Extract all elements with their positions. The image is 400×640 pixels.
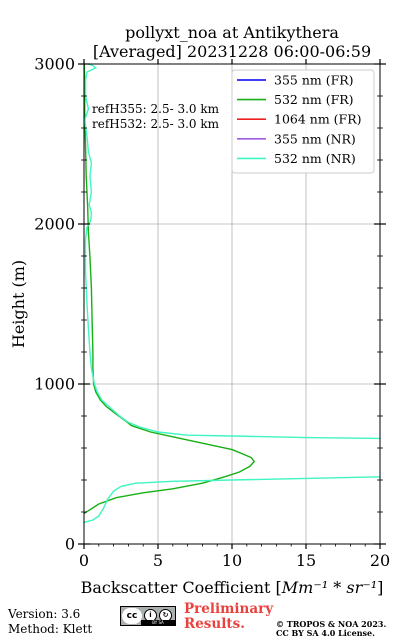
ref-height-355-annotation: refH355: 2.5- 3.0 km bbox=[92, 102, 220, 116]
series-line-4 bbox=[84, 64, 380, 524]
preliminary-line-1: Preliminary bbox=[184, 601, 274, 617]
copyright-notice: © TROPOS & NOA 2023. CC BY SA 4.0 Licens… bbox=[276, 620, 386, 638]
legend-label-0: 355 nm (FR) bbox=[274, 73, 354, 88]
method-text: Method: Klett bbox=[8, 622, 93, 636]
version-info: Version: 3.6 Method: Klett bbox=[8, 607, 92, 637]
legend-label-2: 1064 nm (FR) bbox=[274, 112, 362, 127]
x-tick-label: 10 bbox=[222, 551, 242, 570]
x-tick-label: 0 bbox=[79, 551, 89, 570]
axis-ticks bbox=[78, 59, 386, 549]
y-tick-label: 2000 bbox=[34, 215, 75, 234]
x-axis-label-unit: Mm⁻¹ * sr⁻¹ bbox=[281, 578, 377, 597]
cc-license-badge: cc i ↻ BY SA bbox=[120, 606, 176, 626]
chart-title-line-1: pollyxt_noa at Antikythera bbox=[125, 23, 339, 42]
ref-height-532-annotation: refH532: 2.5- 3.0 km bbox=[92, 117, 220, 131]
y-tick-label: 0 bbox=[65, 535, 75, 554]
version-text: Version: 3.6 bbox=[8, 607, 81, 621]
chart-title-line-2: [Averaged] 20231228 06:00-06:59 bbox=[93, 42, 371, 61]
series-line-1 bbox=[84, 64, 256, 515]
x-axis-label: Backscatter Coefficient [Mm⁻¹ * sr⁻¹] bbox=[81, 578, 384, 597]
legend-box bbox=[231, 69, 375, 174]
legend-label-4: 532 nm (NR) bbox=[274, 151, 356, 166]
x-tick-label: 5 bbox=[153, 551, 163, 570]
x-tick-label: 20 bbox=[370, 551, 390, 570]
cc-by-icon: i bbox=[144, 609, 157, 622]
preliminary-line-2: Results. bbox=[184, 616, 245, 632]
x-axis-label-suffix: ] bbox=[377, 578, 383, 597]
cc-logo-icon: cc bbox=[122, 608, 142, 624]
legend-label-1: 532 nm (FR) bbox=[274, 92, 354, 107]
y-axis-label: Height (m) bbox=[9, 260, 28, 348]
legend-label-3: 355 nm (NR) bbox=[274, 131, 356, 146]
y-tick-label: 3000 bbox=[34, 55, 75, 74]
axis-tick-labels: 0 5 10 15 20 0 1000 2000 3000 bbox=[34, 55, 390, 571]
preliminary-notice: Preliminary Results. bbox=[184, 602, 273, 632]
chart-legend: 355 nm (FR) 532 nm (FR) 1064 nm (FR) 355 nm… bbox=[231, 69, 375, 174]
x-tick-label: 15 bbox=[296, 551, 316, 570]
copyright-line-1: © TROPOS & NOA 2023. bbox=[276, 619, 387, 629]
y-tick-label: 1000 bbox=[34, 375, 75, 394]
copyright-line-2: CC BY SA 4.0 License. bbox=[276, 628, 375, 638]
cc-badge-caption: BY SA bbox=[141, 620, 175, 625]
x-axis-label-prefix: Backscatter Coefficient [ bbox=[81, 578, 282, 597]
